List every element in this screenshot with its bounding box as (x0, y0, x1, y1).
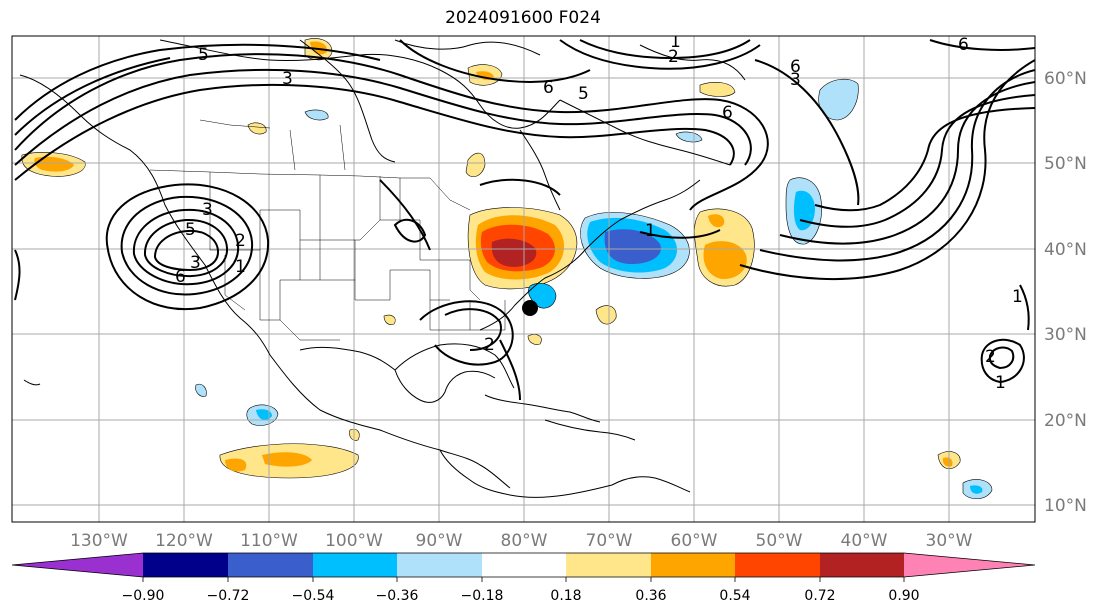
cold-anomaly-patch (304, 109, 329, 121)
contour-label: 3 (790, 70, 801, 90)
contour-label: 2 (484, 335, 495, 355)
warm-anomaly-patch (595, 305, 617, 325)
colorbar-tick-label: −0.72 (207, 588, 250, 604)
lon-label: 30°W (926, 531, 973, 551)
lon-label: 120°W (155, 531, 213, 551)
cold-anomaly-patch (528, 283, 557, 309)
lat-label: 50°N (1044, 154, 1087, 174)
lat-label: 20°N (1044, 411, 1087, 431)
cold-anomaly-patch (675, 131, 703, 143)
contour-label: 1 (645, 221, 656, 241)
colorbar-tick-label: −0.90 (122, 588, 165, 604)
colorbar-segment (735, 553, 820, 577)
warm-anomaly-patch (225, 458, 247, 472)
anomaly-fills (21, 38, 993, 499)
colorbar-tick-label: −0.36 (376, 588, 419, 604)
contour-label: 6 (958, 35, 969, 55)
contour-label: 2 (985, 347, 996, 367)
contour-label: 2 (668, 47, 679, 67)
cold-anomaly-patch (604, 229, 661, 264)
colorbar-segment (397, 553, 482, 577)
latitude-labels: 60°N 50°N 40°N 30°N 20°N 10°N (1044, 69, 1087, 516)
colorbar-segment (143, 553, 228, 577)
longitude-labels: 130°W 120°W 110°W 100°W 90°W 80°W 70°W 6… (70, 531, 973, 551)
contour-label: 3 (190, 253, 201, 273)
warm-anomaly-patch (262, 452, 312, 467)
lon-label: 110°W (240, 531, 298, 551)
contour-label: 1 (995, 373, 1006, 393)
map-title: 2024091600 F024 (445, 8, 601, 28)
warm-anomaly-patch (34, 156, 74, 172)
colorbar-segment (651, 553, 735, 577)
contour-label: 2 (235, 231, 246, 251)
colorbar: −0.90 −0.72 −0.54 −0.36 −0.18 0.18 0.36 … (11, 552, 1036, 604)
colorbar-segment (12, 553, 143, 577)
colorbar-tick-label: 0.72 (804, 588, 835, 604)
contour-label: 5 (198, 45, 209, 65)
warm-anomaly-patch (465, 152, 486, 178)
contour-label: 6 (175, 267, 186, 287)
colorbar-segment (566, 553, 651, 577)
cold-anomaly-patch (970, 485, 983, 494)
cold-anomaly-patch (793, 190, 815, 231)
political-borders (149, 119, 506, 341)
contour-label: 3 (282, 69, 293, 89)
lon-label: 40°W (841, 531, 888, 551)
contour-label: 1 (1012, 287, 1023, 307)
map-frame (11, 35, 1036, 523)
contour-label: 6 (543, 78, 554, 98)
contour-labels: 5 3 2 1 6 5 3 6 6 5 3 2 1 6 3 6 1 1 2 1 … (175, 32, 1023, 393)
colorbar-tick-label: 0.90 (888, 588, 919, 604)
warm-anomaly-patch (699, 82, 736, 97)
storm-center-marker (522, 300, 538, 316)
lon-label: 90°W (416, 531, 463, 551)
lon-label: 70°W (586, 531, 633, 551)
contour-label: 5 (185, 220, 196, 240)
colorbar-tick-label: 0.54 (719, 588, 750, 604)
lon-label: 100°W (325, 531, 383, 551)
lon-label: 60°W (671, 531, 718, 551)
warm-anomaly-patch (491, 238, 537, 267)
cold-anomaly-patch (256, 409, 272, 420)
colorbar-segment (228, 553, 313, 577)
colorbar-segment (482, 553, 566, 577)
colorbar-segment (904, 553, 1035, 577)
colorbar-tick-label: −0.54 (292, 588, 335, 604)
cold-anomaly-patch (195, 383, 207, 397)
warm-anomaly-patch (703, 241, 747, 280)
contour-label: 3 (202, 200, 213, 220)
warm-anomaly-patch (383, 314, 396, 325)
contour-lines (14, 39, 1035, 401)
lat-label: 60°N (1044, 69, 1087, 89)
colorbar-segment (313, 553, 397, 577)
colorbar-tick-label: 0.36 (635, 588, 666, 604)
colorbar-tick-label: 0.18 (550, 588, 581, 604)
warm-anomaly-patch (247, 122, 267, 135)
contour-label: 5 (578, 84, 589, 104)
lon-label: 80°W (501, 531, 548, 551)
lon-label: 130°W (70, 531, 128, 551)
warm-anomaly-patch (527, 334, 542, 345)
lon-label: 50°W (756, 531, 803, 551)
contour-label: 1 (670, 32, 681, 52)
colorbar-segment (820, 553, 904, 577)
contour-label: 6 (790, 57, 801, 77)
coastlines (19, 39, 746, 498)
contour-label: 1 (235, 257, 246, 277)
contour-label: 6 (722, 103, 733, 123)
warm-anomaly-patch (942, 457, 953, 467)
map-gridlines (12, 36, 1035, 522)
warm-anomaly-patch (708, 214, 725, 228)
lat-label: 40°N (1044, 240, 1087, 260)
lat-label: 10°N (1044, 496, 1087, 516)
colorbar-tick-label: −0.18 (461, 588, 504, 604)
lat-label: 30°N (1044, 325, 1087, 345)
